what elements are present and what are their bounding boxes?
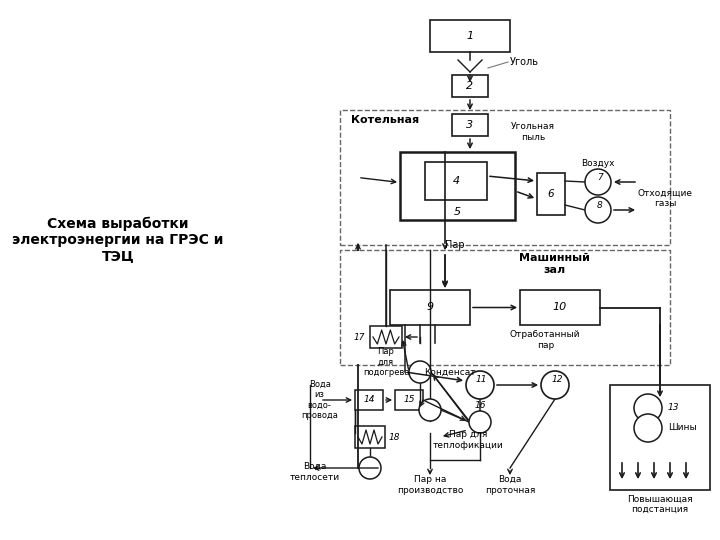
Text: Машинный
зал: Машинный зал xyxy=(519,253,590,275)
Bar xyxy=(355,390,383,410)
Circle shape xyxy=(634,394,662,422)
Text: 16: 16 xyxy=(474,401,486,409)
Circle shape xyxy=(469,411,491,433)
Text: Угольная
пыль: Угольная пыль xyxy=(511,122,555,141)
Text: Котельная: Котельная xyxy=(351,115,419,125)
Circle shape xyxy=(359,457,381,479)
Text: Шины: Шины xyxy=(668,423,697,433)
Text: Схема выработки
электроэнергии на ГРЭС и
ТЭЦ: Схема выработки электроэнергии на ГРЭС и… xyxy=(12,217,224,264)
Text: 6: 6 xyxy=(548,189,554,199)
Text: Повышающая
подстанция: Повышающая подстанция xyxy=(627,494,693,514)
Bar xyxy=(340,110,670,245)
Text: 13: 13 xyxy=(668,403,680,413)
Text: Пар: Пар xyxy=(445,240,464,250)
Text: 1: 1 xyxy=(467,31,474,41)
Text: Отходящие
газы: Отходящие газы xyxy=(638,188,693,208)
Bar xyxy=(537,173,565,215)
Bar xyxy=(520,290,600,325)
Text: 7: 7 xyxy=(597,173,603,183)
Text: Вода
теплосети: Вода теплосети xyxy=(290,462,340,482)
Text: Конденсат: Конденсат xyxy=(424,368,476,376)
Text: Пар на
производство: Пар на производство xyxy=(397,475,463,495)
Circle shape xyxy=(585,169,611,195)
Text: Вода
из
водо-
провода: Вода из водо- провода xyxy=(301,380,338,420)
Bar xyxy=(452,75,488,97)
Text: 11: 11 xyxy=(475,375,487,384)
Circle shape xyxy=(466,371,494,399)
Text: 4: 4 xyxy=(452,176,459,186)
Text: Отработанный
пар: Отработанный пар xyxy=(510,330,580,350)
Bar xyxy=(452,114,488,136)
Text: Уголь: Уголь xyxy=(510,57,539,67)
Circle shape xyxy=(585,197,611,223)
Text: Вода
проточная: Вода проточная xyxy=(485,475,535,495)
Text: 2: 2 xyxy=(467,81,474,91)
Circle shape xyxy=(419,399,441,421)
Circle shape xyxy=(634,414,662,442)
Text: 10: 10 xyxy=(553,302,567,313)
Text: Пар
для
подогрева: Пар для подогрева xyxy=(363,347,409,377)
Text: 14: 14 xyxy=(364,395,374,404)
Text: 5: 5 xyxy=(454,207,461,217)
Bar xyxy=(400,152,515,220)
Bar xyxy=(430,20,510,52)
Text: 12: 12 xyxy=(552,375,563,384)
Bar xyxy=(370,326,402,348)
Circle shape xyxy=(409,361,431,383)
Text: Воздух: Воздух xyxy=(581,159,615,168)
Circle shape xyxy=(541,371,569,399)
Bar xyxy=(395,390,423,410)
Text: 9: 9 xyxy=(426,302,433,313)
Bar xyxy=(390,290,470,325)
Text: Пар для
теплофикации: Пар для теплофикации xyxy=(433,430,503,450)
Text: 17: 17 xyxy=(354,333,365,341)
Bar xyxy=(340,250,670,365)
Bar xyxy=(610,385,710,490)
Bar xyxy=(355,426,385,448)
Bar xyxy=(425,162,487,200)
Text: 8: 8 xyxy=(597,201,603,211)
Text: 15: 15 xyxy=(403,395,415,404)
Text: 3: 3 xyxy=(467,120,474,130)
Text: 18: 18 xyxy=(389,433,400,442)
